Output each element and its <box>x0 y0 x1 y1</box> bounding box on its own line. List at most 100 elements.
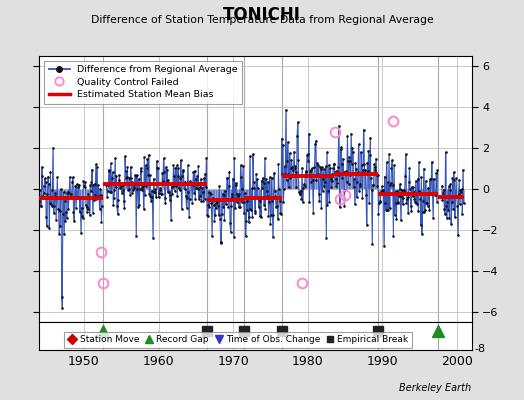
Point <box>399 195 408 202</box>
Point <box>425 207 433 214</box>
Point <box>61 218 70 224</box>
Point <box>263 193 271 200</box>
Point <box>270 170 278 176</box>
Point <box>254 204 263 210</box>
Point <box>268 198 277 204</box>
Point <box>216 216 224 222</box>
Point <box>45 225 53 232</box>
Point <box>290 163 299 170</box>
Point <box>146 193 155 199</box>
Point <box>76 195 84 201</box>
Point <box>349 148 357 155</box>
Point <box>205 204 214 210</box>
Point <box>73 194 81 201</box>
Point <box>174 164 183 171</box>
Point <box>340 169 348 175</box>
Point <box>405 178 413 185</box>
Point <box>132 233 140 239</box>
Point <box>217 211 226 218</box>
Point <box>346 172 355 178</box>
Point <box>351 160 359 166</box>
Point <box>49 144 57 151</box>
Point <box>426 176 434 183</box>
Point <box>440 206 449 212</box>
Point <box>390 162 398 168</box>
Point <box>367 187 376 193</box>
Point <box>124 187 133 194</box>
Point <box>407 203 415 209</box>
Point <box>264 179 272 185</box>
Point <box>370 164 379 171</box>
Point <box>265 199 274 206</box>
Point <box>110 195 118 201</box>
Point <box>319 176 328 182</box>
Point <box>255 196 264 202</box>
Point <box>139 206 148 212</box>
Point <box>116 183 125 190</box>
Point <box>88 166 96 173</box>
Point <box>427 191 435 197</box>
Point <box>86 188 95 194</box>
Point <box>380 174 389 180</box>
Point <box>196 193 204 199</box>
Point <box>64 206 73 212</box>
Point <box>325 199 334 206</box>
Point <box>451 194 460 200</box>
Point <box>293 132 301 139</box>
Point <box>272 204 280 210</box>
Point <box>170 188 179 194</box>
Point <box>390 212 399 218</box>
Point <box>373 183 381 189</box>
Point <box>77 230 85 236</box>
Point <box>388 157 396 164</box>
Point <box>429 215 438 221</box>
Point <box>127 174 135 181</box>
Point <box>152 194 160 200</box>
Point <box>190 168 199 174</box>
Point <box>333 180 342 186</box>
Point <box>237 199 246 205</box>
Point <box>38 164 46 171</box>
Point <box>72 204 80 211</box>
Point <box>406 186 414 192</box>
Point <box>111 155 119 162</box>
Point <box>374 172 382 179</box>
Point <box>397 217 405 223</box>
Point <box>339 156 347 162</box>
Point <box>420 208 429 215</box>
Point <box>92 196 101 202</box>
Point <box>215 212 223 218</box>
Point <box>125 175 134 181</box>
Point <box>219 204 227 211</box>
Point <box>408 193 417 200</box>
Point <box>239 163 247 169</box>
Point <box>244 193 252 200</box>
Point <box>361 168 369 175</box>
Point <box>198 185 206 191</box>
Point <box>226 229 235 235</box>
Point <box>189 182 197 188</box>
Point <box>35 198 43 204</box>
Point <box>343 179 351 185</box>
Point <box>78 204 86 211</box>
Point <box>165 189 173 195</box>
Point <box>410 188 418 195</box>
Point <box>160 195 169 201</box>
Point <box>333 167 341 174</box>
Point <box>450 177 458 183</box>
Point <box>193 186 202 192</box>
Point <box>83 208 91 215</box>
Point <box>232 180 240 186</box>
Point <box>343 132 352 139</box>
Point <box>269 212 278 218</box>
Point <box>350 184 358 190</box>
Point <box>82 202 90 208</box>
Point <box>391 189 399 196</box>
Point <box>134 204 142 210</box>
Point <box>220 217 228 224</box>
Point <box>89 210 97 216</box>
Point <box>266 174 274 180</box>
Point <box>36 187 44 194</box>
Point <box>252 171 260 177</box>
Point <box>187 181 195 188</box>
